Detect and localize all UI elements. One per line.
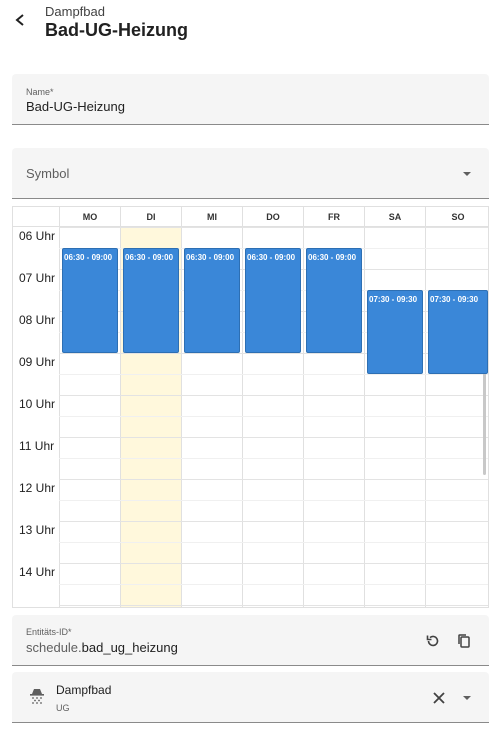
day-column-mo[interactable] [59, 227, 120, 607]
area-name: Dampfbad [56, 683, 112, 697]
day-header-so: SO [425, 207, 488, 227]
half-hour-grid-line [59, 374, 488, 375]
hour-label: 09 Uhr [19, 355, 56, 369]
day-header-fr: FR [303, 207, 364, 227]
day-column-fr[interactable] [303, 227, 364, 607]
hour-grid-line [59, 395, 488, 396]
day-header-mo: MO [59, 207, 120, 227]
hour-grid-line [59, 353, 488, 354]
day-column-do[interactable] [242, 227, 303, 607]
refresh-icon [426, 635, 439, 647]
hour-label: 08 Uhr [19, 313, 56, 327]
hour-label: 11 Uhr [19, 439, 55, 453]
hour-grid-line [59, 479, 488, 480]
half-hour-grid-line [59, 416, 488, 417]
day-column-so[interactable] [425, 227, 488, 607]
hour-label: 12 Uhr [19, 481, 56, 495]
symbol-field-label: Symbol [26, 166, 70, 181]
hour-grid-line [59, 605, 488, 606]
hour-grid-line [59, 227, 488, 228]
back-button[interactable] [8, 6, 32, 34]
chevron-down-icon[interactable] [463, 696, 471, 700]
schedule-calendar: MO DI MI DO FR SA SO 06 Uhr 07 Uhr 08 Uh… [12, 206, 489, 608]
day-column-sa[interactable] [364, 227, 425, 607]
schedule-event-sa[interactable]: 07:30 - 09:30 [367, 290, 423, 374]
day-header-di: DI [120, 207, 181, 227]
dialog-title: Bad-UG-Heizung [45, 20, 188, 40]
hour-grid-line [59, 521, 488, 522]
half-hour-grid-line [59, 458, 488, 459]
name-field-value[interactable]: Bad-UG-Heizung [26, 99, 125, 114]
area-floor: UG [56, 703, 70, 713]
entity-id-value[interactable]: schedule.bad_ug_heizung [26, 640, 178, 655]
regenerate-id-button[interactable] [422, 630, 444, 652]
entity-id-label: Entitäts-ID* [26, 627, 72, 637]
steam-shower-icon [30, 689, 44, 704]
schedule-event-di[interactable]: 06:30 - 09:00 [123, 248, 179, 353]
chevron-down-icon[interactable] [463, 172, 471, 176]
copy-id-button[interactable] [453, 630, 475, 652]
schedule-event-so[interactable]: 07:30 - 09:30 [428, 290, 488, 374]
hour-grid-line [59, 437, 488, 438]
copy-icon [458, 634, 470, 648]
hour-label: 10 Uhr [19, 397, 56, 411]
dialog-subtitle: Dampfbad [45, 4, 105, 19]
half-hour-grid-line [59, 500, 488, 501]
day-header-sa: SA [364, 207, 425, 227]
close-icon [433, 692, 445, 704]
calendar-header: MO DI MI DO FR SA SO [13, 207, 488, 227]
calendar-body: 06 Uhr 07 Uhr 08 Uhr 09 Uhr 10 Uhr 11 Uh… [13, 227, 488, 607]
area-field[interactable]: Dampfbad UG [12, 672, 489, 723]
name-field-label: Name* [26, 87, 54, 97]
entity-id-suffix: bad_ug_heizung [81, 640, 178, 655]
hour-label: 06 Uhr [19, 229, 56, 243]
schedule-event-do[interactable]: 06:30 - 09:00 [245, 248, 301, 353]
hour-grid-line [59, 563, 488, 564]
hour-label: 13 Uhr [19, 523, 56, 537]
half-hour-grid-line [59, 584, 488, 585]
schedule-event-fr[interactable]: 06:30 - 09:00 [306, 248, 362, 353]
entity-id-field[interactable]: Entitäts-ID* schedule.bad_ug_heizung [12, 615, 489, 666]
half-hour-grid-line [59, 542, 488, 543]
schedule-event-mo[interactable]: 06:30 - 09:00 [62, 248, 118, 353]
schedule-event-mi[interactable]: 06:30 - 09:00 [184, 248, 240, 353]
entity-id-prefix: schedule. [26, 640, 82, 655]
hour-label: 07 Uhr [19, 271, 56, 285]
day-header-do: DO [242, 207, 303, 227]
symbol-field[interactable]: Symbol [12, 148, 489, 199]
hour-label: 14 Uhr [19, 565, 56, 579]
day-header-mi: MI [181, 207, 242, 227]
name-field[interactable]: Name* Bad-UG-Heizung [12, 74, 489, 125]
day-column-mi[interactable] [181, 227, 242, 607]
clear-area-button[interactable] [428, 687, 450, 709]
arrow-left-icon [15, 14, 24, 26]
header: Dampfbad Bad-UG-Heizung [0, 0, 493, 56]
calendar-scrollbar[interactable] [483, 351, 486, 475]
